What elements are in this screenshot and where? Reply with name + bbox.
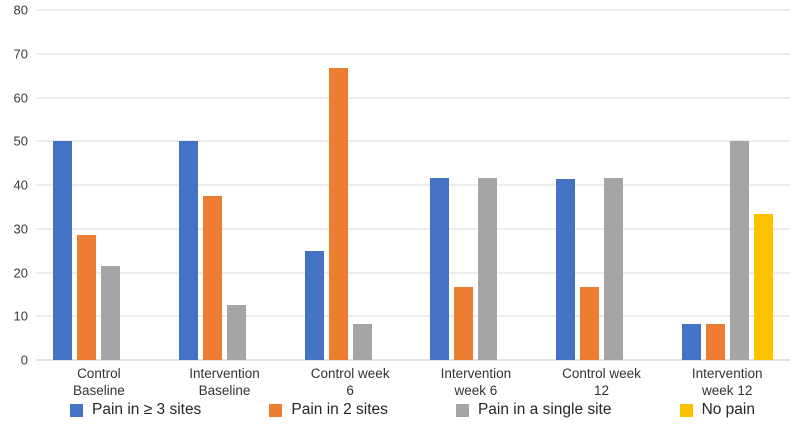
bar: [328, 68, 348, 360]
x-tick-label-3: Control week 6: [287, 365, 413, 400]
x-tick-label-line: Baseline: [198, 383, 251, 399]
gridline-70: [36, 53, 790, 55]
x-tick-label-line: week 6: [454, 383, 498, 399]
y-tick-label-20: 20: [13, 265, 28, 280]
x-axis-labels: Control Baseline Intervention Baseline Contr…: [36, 365, 790, 400]
x-tick-label-line: Control week: [562, 366, 641, 381]
gridline-50: [36, 140, 790, 142]
bar: [705, 323, 725, 360]
x-tick-label-2: Intervention Baseline: [162, 365, 288, 400]
y-tick-label-10: 10: [13, 308, 28, 324]
y-tick-label-0: 0: [20, 352, 28, 368]
bar: [179, 141, 198, 360]
legend-item-3: Pain in a single site: [455, 401, 612, 419]
x-tick-label-line: Baseline: [72, 383, 125, 399]
x-tick-label-line: 6: [346, 383, 354, 399]
bar: [556, 178, 576, 360]
legend-label: Pain in a single site: [477, 401, 612, 418]
legend-swatch-icon: [455, 403, 469, 417]
bar: [729, 141, 749, 360]
bar-group-4: [413, 10, 539, 360]
x-tick-label-line: Intervention: [440, 366, 512, 381]
gridline-30: [36, 228, 790, 230]
x-axis-line: [36, 359, 790, 361]
legend-label: No pain: [701, 401, 755, 418]
gridline-80: [36, 9, 790, 11]
x-tick-label-line: Control week: [310, 366, 390, 381]
y-tick-label-60: 60: [13, 90, 28, 105]
bars-layer: [36, 10, 790, 360]
x-tick-label-line: Intervention: [691, 366, 763, 381]
bar: [53, 141, 73, 360]
legend-swatch-icon: [679, 403, 693, 417]
x-tick-label-4: Intervention week 6: [413, 365, 539, 400]
x-tick-label-6: Intervention week 12: [664, 365, 790, 400]
bar-group-1: [36, 10, 162, 360]
gridline-20: [36, 272, 790, 273]
gridline-10: [36, 315, 790, 317]
x-tick-label-1: Control Baseline: [36, 365, 162, 400]
bar: [753, 214, 773, 360]
bar: [77, 234, 97, 360]
legend-item-4: No pain: [679, 401, 755, 419]
x-tick-label-line: week 12: [702, 383, 753, 399]
bar: [430, 177, 450, 360]
bar: [227, 305, 246, 360]
bar: [604, 177, 624, 360]
bar: [352, 323, 372, 360]
legend-label: Pain in 2 sites: [291, 401, 388, 418]
bar: [203, 195, 222, 360]
bar-groups: [36, 10, 790, 360]
gridline-40: [36, 184, 790, 186]
bar-group-5: [539, 10, 665, 360]
x-tick-label-line: Control: [77, 366, 121, 381]
bar-group-6: [664, 10, 790, 360]
y-tick-label-40: 40: [13, 177, 28, 193]
legend-label: Pain in ≥ 3 sites: [92, 401, 202, 418]
bar: [580, 286, 600, 360]
bar: [101, 266, 121, 360]
legend-swatch-icon: [269, 403, 283, 417]
y-tick-label-70: 70: [13, 46, 28, 62]
bar-group-2: [162, 10, 288, 360]
x-tick-label-line: 12: [594, 383, 610, 399]
y-tick-label-30: 30: [13, 221, 28, 237]
legend: Pain in ≥ 3 sites Pain in 2 sites Pain in …: [70, 399, 755, 421]
x-tick-label-5: Control week 12: [539, 365, 665, 400]
bar: [478, 177, 498, 360]
bar: [454, 286, 474, 360]
legend-swatch-icon: [70, 403, 83, 417]
bar: [681, 323, 701, 360]
bar: [304, 250, 324, 360]
x-tick-label-line: Intervention: [189, 366, 260, 381]
legend-item-1: Pain in ≥ 3 sites: [70, 401, 201, 419]
y-tick-label-80: 80: [13, 2, 28, 18]
bar-group-3: [287, 10, 413, 360]
y-tick-label-50: 50: [13, 133, 28, 149]
gridline-60: [36, 97, 790, 98]
plot-area: 0 10 20 30 40 50 60 70 80 Control Baseline Interve…: [14, 4, 790, 398]
legend-item-2: Pain in 2 sites: [269, 401, 388, 419]
